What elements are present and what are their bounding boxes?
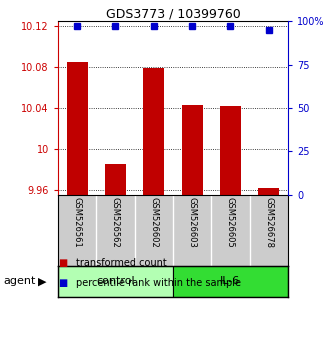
- Text: percentile rank within the sample: percentile rank within the sample: [76, 279, 241, 289]
- Text: ■: ■: [58, 279, 67, 289]
- Text: transformed count: transformed count: [76, 258, 167, 268]
- Bar: [58, 266, 173, 297]
- Text: GSM526678: GSM526678: [264, 197, 273, 248]
- Text: ■: ■: [58, 258, 67, 268]
- Text: IL-6: IL-6: [220, 276, 241, 286]
- Text: control: control: [96, 276, 135, 286]
- Text: GSM526605: GSM526605: [226, 197, 235, 247]
- Bar: [105, 164, 126, 195]
- Text: agent: agent: [3, 276, 36, 286]
- Bar: [173, 266, 288, 297]
- Bar: [220, 106, 241, 195]
- Text: GSM526562: GSM526562: [111, 197, 120, 247]
- Text: GSM526561: GSM526561: [72, 197, 82, 247]
- Bar: [67, 62, 88, 195]
- Bar: [182, 105, 203, 195]
- Text: ▶: ▶: [38, 276, 47, 286]
- Bar: [258, 188, 279, 195]
- Title: GDS3773 / 10399760: GDS3773 / 10399760: [106, 7, 240, 20]
- Bar: [143, 68, 164, 195]
- Text: GSM526602: GSM526602: [149, 197, 158, 247]
- Text: GSM526603: GSM526603: [188, 197, 197, 248]
